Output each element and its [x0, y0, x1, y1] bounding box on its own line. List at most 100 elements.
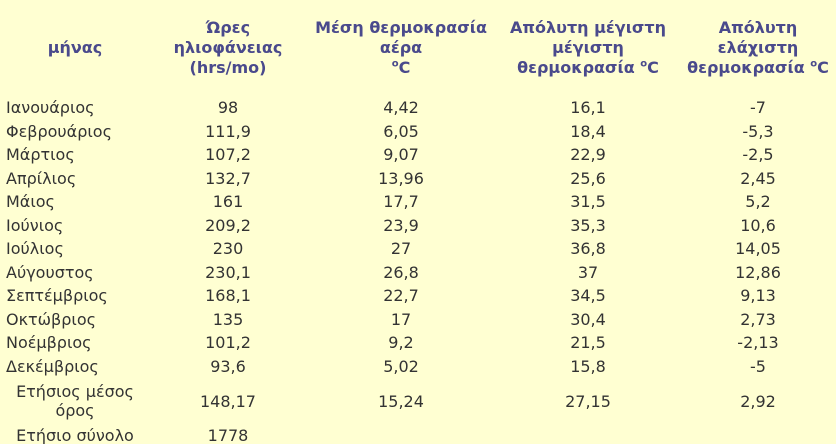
table-row-annual-total: Ετήσιο σύνολο 1778 — [0, 424, 836, 444]
table-cell: 16,1 — [570, 98, 606, 117]
table-cell — [496, 424, 680, 444]
table-cell: 5,02 — [383, 356, 419, 376]
table-cell: 22,7 — [383, 286, 419, 305]
table-cell: 15,24 — [378, 391, 424, 411]
table-cell — [306, 424, 496, 444]
table-cell: 5,2 — [745, 192, 771, 211]
table-cell: 6,05 — [383, 121, 419, 141]
table-cell: 1778 — [207, 426, 249, 444]
table-cell: 9,13 — [740, 286, 776, 305]
table-cell: 18,4 — [570, 121, 606, 141]
table-cell: 21,5 — [570, 333, 606, 352]
table-cell-month: Οκτώβριος — [6, 309, 97, 329]
table-cell: 17,7 — [383, 192, 419, 211]
table-cell-month: Ιανουάριος — [6, 98, 95, 117]
table-row: Οκτώβριος 135 17 30,4 2,73 — [0, 308, 836, 332]
table-cell: 17 — [390, 309, 412, 329]
table-cell: 111,9 — [205, 121, 251, 141]
table-row: Μάιος 161 17,7 31,5 5,2 — [0, 190, 836, 214]
table-cell-month: Μάρτιος — [6, 145, 75, 164]
table-cell: 26,8 — [383, 262, 419, 282]
table-cell: 31,5 — [570, 192, 606, 211]
table-cell: 4,42 — [383, 98, 419, 117]
table-row: Δεκέμβριος 93,6 5,02 15,8 -5 — [0, 355, 836, 379]
table-cell — [680, 424, 836, 444]
header-mean-temperature: Μέση θερμοκρασία αέρα oC — [306, 0, 496, 96]
table-cell: -2,13 — [737, 333, 779, 352]
header-mean-temperature-label: Μέση θερμοκρασία αέρα — [315, 18, 487, 57]
degree-sup: o — [391, 58, 399, 70]
celsius-unit: C — [817, 58, 829, 77]
celsius-unit: C — [647, 58, 659, 77]
table-row: Απρίλιος 132,7 13,96 25,6 2,45 — [0, 167, 836, 191]
table-cell: 2,45 — [740, 168, 776, 188]
table-cell: 23,9 — [383, 215, 419, 235]
table-cell: 34,5 — [570, 286, 606, 305]
table-cell: 10,6 — [740, 215, 776, 235]
table-cell: 101,2 — [205, 333, 251, 352]
table-body: Ιανουάριος 98 4,42 16,1 -7 Φεβρουάριος 111,9 6,… — [0, 96, 836, 444]
table-cell: -5,3 — [742, 121, 774, 141]
table-cell-month: Ιούνιος — [6, 215, 64, 235]
header-absolute-max-temperature: Απόλυτη μέγιστη μέγιστη θερμοκρασία oC — [496, 0, 680, 96]
table-cell-month: Δεκέμβριος — [6, 356, 99, 376]
table-cell: 230,1 — [205, 262, 251, 282]
table-cell-label: Ετήσιο σύνολο — [16, 426, 134, 444]
table-cell: 9,2 — [388, 333, 414, 352]
table-cell: 168,1 — [205, 286, 251, 305]
table-row: Νοέμβριος 101,2 9,2 21,5 -2,13 — [0, 331, 836, 355]
header-row: μήνας Ώρες ηλιοφάνειας (hrs/mo) Μέση θερ… — [0, 0, 836, 96]
table-cell: 2,73 — [740, 309, 776, 329]
table-row: Αύγουστος 230,1 26,8 37 12,86 — [0, 261, 836, 285]
table-cell: 12,86 — [735, 262, 781, 282]
table-row: Ιανουάριος 98 4,42 16,1 -7 — [0, 96, 836, 120]
table-cell: 22,9 — [570, 145, 606, 164]
table-cell-month: Νοέμβριος — [6, 333, 92, 352]
table-cell: 30,4 — [570, 309, 606, 329]
table-cell: 209,2 — [205, 215, 251, 235]
table-row: Μάρτιος 107,2 9,07 22,9 -2,5 — [0, 143, 836, 167]
header-absolute-min-temperature-label: Απόλυτη ελάχιστη θερμοκρασία — [687, 18, 805, 77]
table-row: Φεβρουάριος 111,9 6,05 18,4 -5,3 — [0, 120, 836, 144]
header-absolute-max-temperature-label: Απόλυτη μέγιστη μέγιστη θερμοκρασία — [509, 18, 666, 77]
table-cell-month: Αύγουστος — [6, 262, 94, 282]
table-cell: 2,92 — [740, 391, 776, 411]
table-row: Ιούνιος 209,2 23,9 35,3 10,6 — [0, 214, 836, 238]
table-cell: -7 — [750, 98, 766, 117]
header-absolute-min-temperature: Απόλυτη ελάχιστη θερμοκρασία oC — [680, 0, 836, 96]
table-cell: 15,8 — [570, 356, 606, 376]
table-row-annual-mean: Ετήσιος μέσος όρος 148,17 15,24 27,15 2,… — [0, 378, 836, 424]
celsius-unit: C — [398, 58, 411, 77]
table-cell: 230 — [212, 239, 244, 258]
table-cell: 148,17 — [200, 391, 256, 411]
table-row: Ιούλιος 230 27 36,8 14,05 — [0, 237, 836, 261]
table-cell: 27 — [390, 239, 412, 258]
table-cell: 37 — [577, 262, 599, 282]
table-cell-month: Φεβρουάριος — [6, 121, 112, 141]
header-sunshine-hours: Ώρες ηλιοφάνειας (hrs/mo) — [173, 18, 283, 77]
table-cell-month: Ιούλιος — [6, 239, 64, 258]
table-cell: 36,8 — [570, 239, 606, 258]
degree-sup: o — [810, 58, 818, 70]
table-cell: 13,96 — [378, 168, 424, 188]
degree-sup: o — [640, 58, 648, 70]
table-cell: 107,2 — [205, 145, 251, 164]
table-cell: 93,6 — [210, 356, 246, 376]
header-month: μήνας — [47, 38, 103, 57]
table-cell: 132,7 — [205, 168, 251, 188]
table-cell: 161 — [212, 192, 244, 211]
table-cell: 25,6 — [570, 168, 606, 188]
table-cell: 35,3 — [570, 215, 606, 235]
table-cell-month: Σεπτέμβριος — [6, 286, 108, 305]
table-cell: 14,05 — [735, 239, 781, 258]
table-cell: 135 — [212, 309, 244, 329]
table-cell: 98 — [217, 98, 239, 117]
table-cell: -2,5 — [742, 145, 774, 164]
table-cell: 27,15 — [565, 391, 611, 411]
table-cell-month: Μάιος — [6, 192, 55, 211]
table-cell-month: Απρίλιος — [6, 168, 77, 188]
table-cell: -5 — [750, 356, 766, 376]
table-cell: 9,07 — [383, 145, 419, 164]
table-row: Σεπτέμβριος 168,1 22,7 34,5 9,13 — [0, 284, 836, 308]
